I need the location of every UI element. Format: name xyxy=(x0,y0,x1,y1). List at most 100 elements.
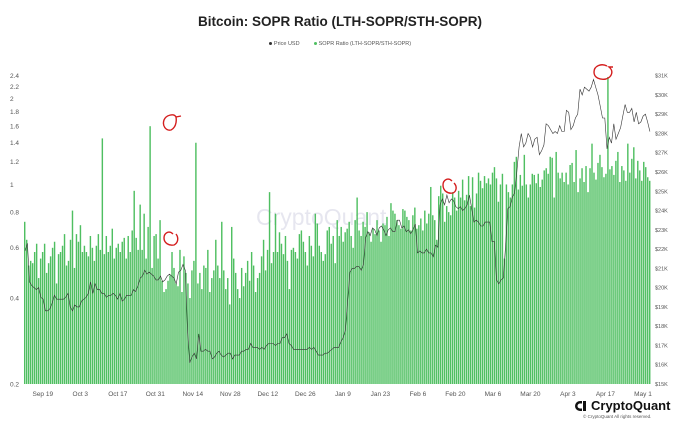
sopr-bar xyxy=(350,235,352,384)
sopr-bar xyxy=(438,196,440,384)
sopr-bar xyxy=(581,168,583,384)
sopr-bar xyxy=(420,218,422,384)
sopr-bar xyxy=(240,267,243,384)
sopr-bar xyxy=(127,235,129,384)
sopr-bar xyxy=(352,247,354,384)
sopr-bar xyxy=(394,213,396,384)
sopr-bar xyxy=(75,234,78,384)
sopr-bar xyxy=(623,170,625,384)
left-tick-0: 0.2 xyxy=(10,381,19,388)
sopr-bar xyxy=(117,243,119,384)
sopr-bar xyxy=(163,292,165,384)
sopr-bar xyxy=(244,272,247,384)
sopr-bar xyxy=(219,278,221,384)
x-tick-14: Apr 3 xyxy=(560,391,576,398)
sopr-bar xyxy=(629,172,631,384)
sopr-bar xyxy=(447,212,450,384)
sopr-bar xyxy=(507,192,510,384)
sopr-bar xyxy=(386,216,388,384)
x-tick-7: Dec 26 xyxy=(295,391,316,398)
sopr-bar xyxy=(262,239,265,384)
sopr-bar xyxy=(39,258,42,384)
sopr-bar xyxy=(475,193,478,384)
sopr-bar xyxy=(25,239,28,384)
sopr-bar xyxy=(451,192,454,384)
sopr-bar xyxy=(370,241,372,384)
sopr-bar xyxy=(310,245,313,384)
sopr-bar xyxy=(569,165,571,384)
sopr-bar xyxy=(308,235,311,384)
sopr-bar xyxy=(268,192,271,384)
annotation-circles xyxy=(162,64,613,246)
sopr-bar xyxy=(545,168,547,384)
x-tick-4: Nov 14 xyxy=(182,391,203,398)
sopr-bar xyxy=(495,178,498,384)
x-tick-1: Oct 3 xyxy=(73,391,89,398)
sopr-bar xyxy=(225,289,227,384)
legend-item-price[interactable]: Price USD xyxy=(268,41,300,47)
sopr-bar xyxy=(43,243,46,384)
sopr-bar xyxy=(410,230,412,384)
sopr-bar xyxy=(274,213,277,384)
sopr-bar xyxy=(328,226,330,384)
sopr-bar xyxy=(354,220,356,384)
right-tick-10: $25K xyxy=(655,189,668,195)
sopr-bar xyxy=(199,272,201,384)
annotation-circle-4 xyxy=(593,64,613,80)
sopr-bar xyxy=(298,234,301,384)
right-tick-0: $15K xyxy=(655,382,668,388)
sopr-bar xyxy=(633,147,635,384)
sopr-bar xyxy=(77,241,80,384)
sopr-bar xyxy=(45,272,48,384)
sopr-bar xyxy=(382,223,384,384)
brand-logo: CryptoQuant xyxy=(573,398,670,413)
sopr-bar xyxy=(637,160,639,384)
right-tick-2: $17K xyxy=(655,343,668,349)
x-tick-13: Mar 20 xyxy=(520,391,541,398)
sopr-bar xyxy=(489,184,492,384)
right-tick-9: $24K xyxy=(655,209,668,215)
sopr-bar xyxy=(461,179,464,384)
sopr-bar xyxy=(615,160,617,384)
sopr-bar xyxy=(258,272,261,384)
sopr-bar xyxy=(585,166,587,384)
sopr-bar xyxy=(24,221,26,384)
sopr-bar xyxy=(280,243,283,384)
legend-price-dot-icon xyxy=(268,42,272,46)
sopr-bar xyxy=(183,256,185,384)
sopr-bar xyxy=(414,207,416,384)
legend-item-sopr[interactable]: SOPR Ratio (LTH-SOPR/STH-SOPR) xyxy=(313,41,412,47)
sopr-bar xyxy=(442,193,444,384)
legend-sopr-label: SOPR Ratio (LTH-SOPR/STH-SOPR) xyxy=(318,41,412,47)
sopr-bar xyxy=(374,234,376,384)
sopr-bar xyxy=(264,270,267,384)
sopr-bar xyxy=(473,207,476,384)
sopr-bar xyxy=(320,252,323,384)
right-tick-12: $27K xyxy=(655,151,668,157)
sopr-bar xyxy=(47,263,50,384)
sopr-bar xyxy=(99,249,102,384)
sopr-bar xyxy=(509,197,512,384)
sopr-bar xyxy=(238,298,241,384)
right-axis: $15K $16K $17K $18K $19K $20K $21K $22K $23K $24K… xyxy=(655,74,668,388)
sopr-bar xyxy=(639,170,641,384)
x-tick-0: Sep 19 xyxy=(32,391,53,398)
annotation-circle-1 xyxy=(162,114,182,131)
sopr-bar xyxy=(380,241,382,384)
brand-name: CryptoQuant xyxy=(591,398,671,413)
sopr-bar xyxy=(149,126,151,384)
sopr-bar xyxy=(533,174,535,384)
sopr-bar xyxy=(316,223,319,384)
sopr-bar xyxy=(213,270,215,384)
sopr-bar xyxy=(563,182,565,384)
sopr-bar xyxy=(29,260,32,384)
sopr-bar xyxy=(266,249,269,384)
sopr-bar xyxy=(583,182,585,384)
sopr-bar xyxy=(89,235,92,384)
sopr-bar xyxy=(469,206,472,384)
chart-legend: Price USD SOPR Ratio (LTH-SOPR/STH-SOPR) xyxy=(0,41,680,47)
sopr-bar xyxy=(641,180,643,384)
left-axis: 0.2 0.4 0.6 0.8 1 1.2 1.4 1.6 1.8 2 2.2 2.4 xyxy=(10,73,19,388)
sopr-bar xyxy=(471,177,474,384)
